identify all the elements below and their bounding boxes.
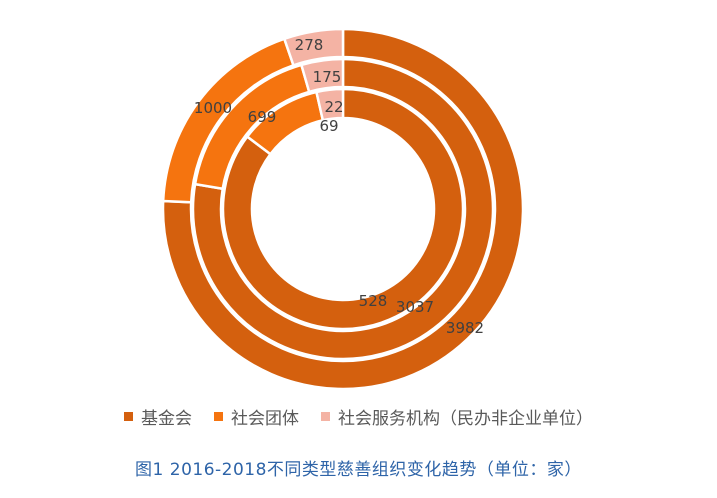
data-label: 699	[248, 108, 277, 126]
legend-label: 社会团体	[231, 409, 299, 429]
legend-label: 社会服务机构（民办非企业单位）	[338, 409, 593, 429]
ring-segment-2017-0	[191, 57, 495, 361]
ring-segment-2018-0	[161, 27, 525, 391]
ring-segment-2016-0	[221, 87, 465, 331]
chart-legend: 基金会 社会团体 社会服务机构（民办非企业单位）	[0, 404, 717, 429]
legend-swatch-icon	[321, 412, 330, 421]
data-label: 175	[313, 68, 342, 86]
legend-item-social-group: 社会团体	[214, 404, 299, 429]
legend-item-social-service: 社会服务机构（民办非企业单位）	[321, 404, 593, 429]
legend-swatch-icon	[214, 412, 223, 421]
data-label: 69	[319, 117, 338, 135]
data-label: 3982	[446, 319, 484, 337]
legend-item-foundation: 基金会	[124, 404, 192, 429]
donut-rings	[161, 27, 525, 391]
data-label: 528	[359, 292, 388, 310]
ring-segment-2017-2	[299, 57, 345, 94]
ring-segment-2018-2	[282, 27, 345, 67]
data-label: 3037	[396, 298, 434, 316]
data-label: 278	[295, 36, 324, 54]
figure-caption: 图1 2016-2018不同类型慈善组织变化趋势（单位：家）	[135, 460, 582, 480]
legend-label: 基金会	[141, 409, 192, 429]
ring-segment-2016-2	[314, 87, 345, 122]
legend-swatch-icon	[124, 412, 133, 421]
data-label: 22	[324, 98, 343, 116]
data-label: 1000	[194, 99, 232, 117]
